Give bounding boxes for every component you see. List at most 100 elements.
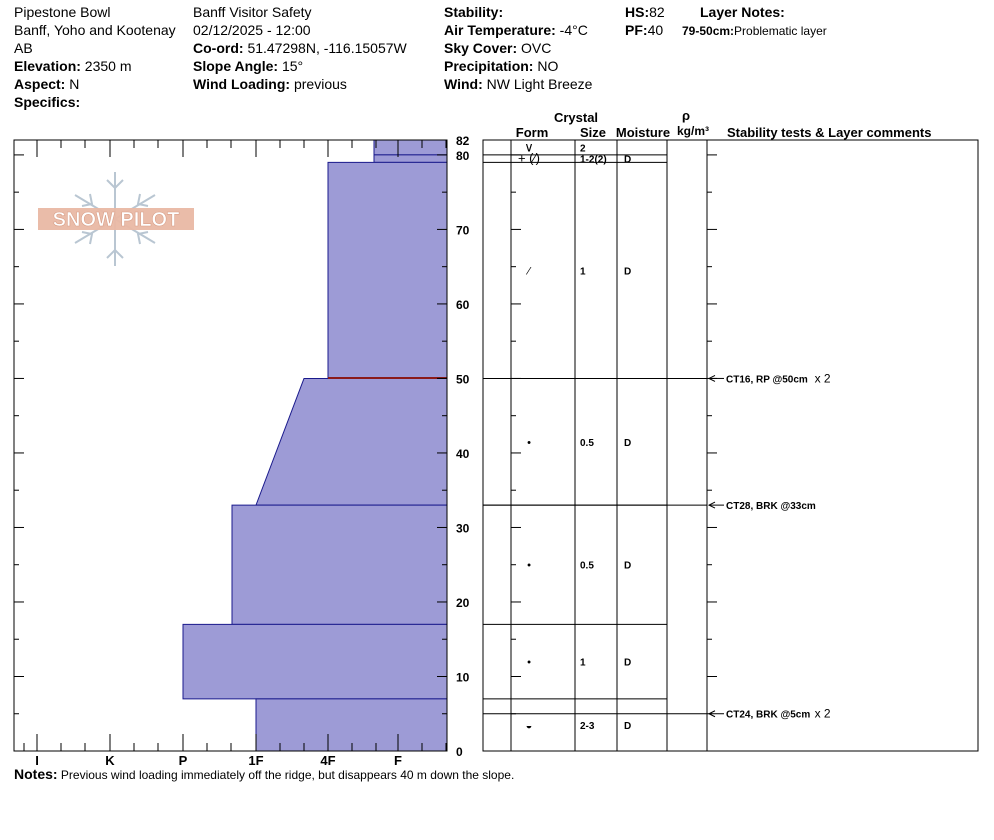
hardness-layer-2: [373, 154, 448, 163]
moisture-header: Moisture: [616, 125, 670, 140]
notes-text: Previous wind loading immediately off th…: [60, 768, 515, 782]
wind-loading-field: Wind Loading: previous: [193, 75, 347, 93]
stability-label: Stability:: [444, 4, 504, 20]
snowpilot-logo: SNOW PILOT: [38, 172, 194, 266]
arrow-left-icon: [707, 501, 716, 509]
stability-field: Stability:: [444, 3, 503, 21]
hardness-axis: I K P 1F 4F F: [23, 140, 447, 768]
layer-form-3: ⁄: [525, 265, 532, 277]
layer-size-4: 0.5: [580, 438, 594, 449]
layer-form-4: •: [527, 437, 531, 449]
air-temp-field: Air Temperature: -4°C: [444, 21, 588, 39]
slope-field: Slope Angle: 15°: [193, 57, 303, 75]
layer-form-5: •: [527, 560, 531, 572]
layer-note-range: 79-50cm:: [682, 24, 735, 38]
precip-value: NO: [537, 58, 559, 74]
wind-loading-label: Wind Loading:: [193, 76, 291, 92]
precip-field: Precipitation: NO: [444, 57, 558, 75]
depth-label-50: 50: [456, 372, 470, 386]
sky-cover-label: Sky Cover:: [444, 40, 518, 56]
specifics-label: Specifics:: [14, 94, 81, 110]
hardness-label-P: P: [179, 753, 188, 768]
arrow-left-icon: [707, 710, 716, 718]
hardness-label-1F: 1F: [248, 753, 263, 768]
layer-table-frame: [482, 139, 979, 752]
layer-size-2: 1-2(2): [580, 155, 607, 166]
wind-label: Wind:: [444, 76, 483, 92]
arrow-left-icon: [707, 374, 716, 382]
depth-label-0: 0: [456, 745, 463, 759]
hardness-layer-5: [231, 504, 448, 625]
hardness-label-K: K: [105, 753, 115, 768]
region-name: Banff, Yoho and Kootenay: [14, 22, 176, 38]
layer-note-text: Problematic layer: [734, 24, 827, 38]
hardness-layers: [182, 139, 448, 752]
layer-size-5: 0.5: [580, 561, 594, 572]
pf-label: PF:: [625, 22, 648, 38]
stability-test-3: CT24, BRK @5cm: [726, 710, 810, 721]
depth-label-20: 20: [456, 596, 470, 610]
depth-label-70: 70: [456, 223, 470, 237]
density-symbol: ρ: [682, 108, 690, 123]
stability-tests: CT16, RP @50cm x 2 CT28, BRK @33cm CT24, BR…: [483, 371, 831, 721]
layer-moisture-4: D: [624, 438, 631, 449]
layer-moisture-5: D: [624, 561, 631, 572]
slope-value: 15°: [281, 58, 304, 74]
layer-form-6: •: [527, 657, 531, 669]
notes: Notes: Previous wind loading immediately…: [14, 766, 514, 782]
stability-test-multiplier-1: x 2: [815, 371, 831, 385]
layer-form-7: ◒: [526, 720, 533, 732]
layer-notes-label: Layer Notes:: [700, 4, 785, 20]
coord-label: Co-ord:: [193, 40, 244, 56]
sky-cover-field: Sky Cover: OVC: [444, 39, 551, 57]
depth-label-30: 30: [456, 521, 470, 535]
slope-label: Slope Angle:: [193, 58, 279, 74]
stability-test-multiplier-3: x 2: [815, 707, 831, 721]
observation-datetime: 02/12/2025 - 12:00: [193, 22, 311, 38]
comments-header: Stability tests & Layer comments: [727, 125, 931, 140]
air-temp-label: Air Temperature:: [444, 22, 556, 38]
layer-notes-field: Layer Notes:: [700, 3, 785, 21]
elevation-field: Elevation: 2350 m: [14, 57, 132, 75]
coord-value: 51.47298N, -116.15057W: [247, 40, 407, 56]
hardness-label-I: I: [35, 753, 39, 768]
depth-label-80: 80: [456, 149, 470, 163]
elevation-value: 2350 m: [84, 58, 132, 74]
hardness-layer-4: [255, 377, 448, 506]
depth-label-10: 10: [456, 670, 470, 684]
aspect-value: N: [69, 76, 80, 92]
logo-band: [38, 208, 194, 230]
pf-field: PF:40: [625, 21, 663, 39]
operation-name: Banff Visitor Safety: [193, 4, 312, 20]
specifics-field: Specifics:: [14, 93, 80, 111]
hardness-layer-6: [182, 623, 448, 700]
layer-size-6: 1: [580, 658, 586, 669]
precip-label: Precipitation:: [444, 58, 534, 74]
stability-test-2: CT28, BRK @33cm: [726, 501, 816, 512]
depth-label-60: 60: [456, 298, 470, 312]
hardness-layer-3: [327, 161, 448, 379]
notes-label: Notes:: [14, 766, 58, 782]
coord-field: Co-ord: 51.47298N, -116.15057W: [193, 39, 407, 57]
layer-size-7: 2-3: [580, 721, 595, 732]
wind-value: NW Light Breeze: [486, 76, 593, 92]
location-name: Pipestone Bowl: [14, 4, 111, 20]
depth-label-40: 40: [456, 447, 470, 461]
hs-label: HS:: [625, 4, 650, 20]
form-header: Form: [516, 125, 549, 140]
stability-test-1: CT16, RP @50cm: [726, 374, 808, 385]
hardness-label-F: F: [394, 753, 402, 768]
logo-text: SNOW PILOT: [53, 209, 180, 231]
layer-moisture-2: D: [624, 155, 631, 166]
layer-size-3: 1: [580, 266, 586, 277]
depth-label-82: 82: [456, 134, 470, 148]
layer-moisture-6: D: [624, 658, 631, 669]
sky-cover-value: OVC: [521, 40, 552, 56]
crystal-header: Crystal: [554, 110, 598, 125]
size-header: Size: [580, 125, 606, 140]
elevation-label: Elevation:: [14, 58, 81, 74]
aspect-label: Aspect:: [14, 76, 66, 92]
wind-loading-value: previous: [293, 76, 347, 92]
